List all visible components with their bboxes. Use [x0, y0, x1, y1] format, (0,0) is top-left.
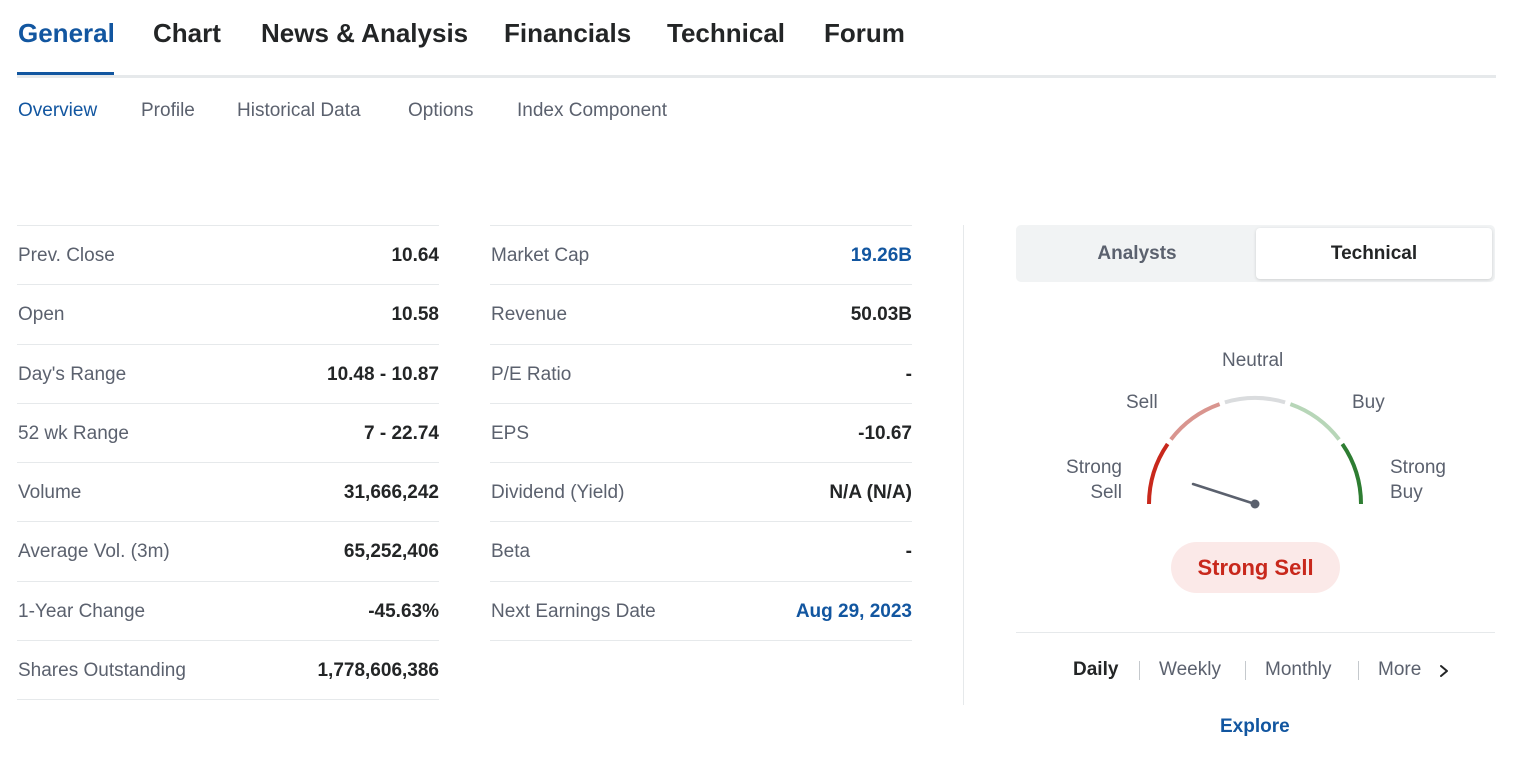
stat-label: Open — [18, 304, 65, 326]
stat-label: Average Vol. (3m) — [18, 541, 170, 563]
explore-link[interactable]: Explore — [1220, 716, 1290, 737]
stat-value: N/A (N/A) — [829, 482, 912, 504]
stat-row-days-range: Day's Range 10.48 - 10.87 — [17, 345, 439, 404]
stat-label: Volume — [18, 482, 82, 504]
subtab-options[interactable]: Options — [408, 100, 474, 121]
stat-row-dividend-yield: Dividend (Yield) N/A (N/A) — [490, 463, 912, 523]
main-tab-bar: General Chart News & Analysis Financials… — [17, 0, 1496, 78]
stat-value: - — [905, 363, 912, 385]
stat-label: Beta — [491, 541, 531, 563]
stats-table-left: Prev. Close 10.64 Open 10.58 Day's Range… — [17, 225, 439, 701]
market-cap-link[interactable]: 19.26B — [850, 245, 912, 266]
tab-general[interactable]: General — [18, 18, 115, 48]
stat-value: 10.48 - 10.87 — [327, 363, 439, 385]
tab-chart[interactable]: Chart — [153, 18, 221, 48]
chevron-right-icon[interactable] — [1438, 664, 1450, 678]
period-separator — [1139, 661, 1140, 680]
period-daily[interactable]: Daily — [1073, 659, 1119, 680]
stat-row-volume: Volume 31,666,242 — [17, 463, 439, 523]
stat-row-next-earnings-date: Next Earnings Date Aug 29, 2023 — [490, 582, 912, 642]
stat-row-52wk-range: 52 wk Range 7 - 22.74 — [17, 404, 439, 464]
gauge-label-strong-sell-line2: Sell — [1090, 482, 1122, 503]
gauge-label-strong-sell: Strong Sell — [1060, 455, 1122, 505]
gauge-arc-strong-buy — [1340, 442, 1363, 505]
period-monthly[interactable]: Monthly — [1265, 659, 1332, 680]
stat-label: Revenue — [491, 304, 568, 326]
tab-forum[interactable]: Forum — [824, 18, 905, 48]
stat-value: 10.64 — [391, 245, 439, 266]
stat-value: 1,778,606,386 — [317, 660, 439, 682]
stat-row-shares-outstanding: Shares Outstanding 1,778,606,386 — [17, 641, 439, 701]
stat-label: EPS — [491, 422, 530, 444]
stat-value: 31,666,242 — [343, 482, 439, 504]
gauge-arc-neutral — [1224, 396, 1286, 405]
stats-table-right: Market Cap 19.26B Revenue 50.03B P/E Rat… — [490, 225, 912, 642]
tab-technical[interactable]: Technical — [667, 18, 786, 48]
technical-verdict-badge: Strong Sell — [1171, 542, 1340, 593]
stat-label: Dividend (Yield) — [491, 482, 625, 504]
stat-value: -45.63% — [368, 600, 439, 622]
subtab-index-component[interactable]: Index Component — [517, 100, 667, 121]
stat-row-market-cap: Market Cap 19.26B — [490, 226, 912, 286]
stat-row-1-year-change: 1-Year Change -45.63% — [17, 582, 439, 642]
period-separator — [1358, 661, 1359, 680]
gauge-label-strong-buy-line2: Buy — [1390, 482, 1423, 503]
stat-value: 7 - 22.74 — [364, 422, 439, 444]
subtab-profile[interactable]: Profile — [141, 100, 195, 121]
stat-value: 50.03B — [850, 304, 912, 326]
tab-news-analysis[interactable]: News & Analysis — [261, 18, 469, 48]
stat-label: Market Cap — [491, 245, 590, 266]
stat-label: Prev. Close — [18, 245, 115, 266]
subtab-historical-data[interactable]: Historical Data — [237, 100, 361, 121]
gauge-label-strong-sell-line1: Strong — [1066, 457, 1122, 478]
stat-row-prev-close: Prev. Close 10.64 — [17, 226, 439, 286]
period-divider — [1016, 632, 1495, 633]
next-earnings-date-link[interactable]: Aug 29, 2023 — [795, 600, 912, 622]
stat-label: P/E Ratio — [491, 363, 572, 385]
stat-label: 1-Year Change — [18, 600, 146, 622]
column-divider — [963, 225, 964, 705]
subtab-overview[interactable]: Overview — [18, 100, 98, 121]
gauge-label-buy: Buy — [1352, 392, 1385, 413]
stat-value: - — [905, 541, 912, 563]
stat-label: 52 wk Range — [18, 422, 129, 444]
gauge-needle-hub — [1250, 499, 1260, 509]
gauge-label-sell: Sell — [1126, 392, 1158, 413]
stat-row-beta: Beta - — [490, 522, 912, 582]
stat-row-open: Open 10.58 — [17, 285, 439, 345]
active-tab-underline — [17, 72, 114, 75]
sentiment-toggle: Analysts Technical — [1016, 225, 1495, 282]
stat-label: Day's Range — [18, 363, 127, 385]
period-separator — [1245, 661, 1246, 680]
period-more[interactable]: More — [1378, 659, 1422, 680]
stat-row-revenue: Revenue 50.03B — [490, 285, 912, 345]
stat-row-average-volume: Average Vol. (3m) 65,252,406 — [17, 522, 439, 582]
period-weekly[interactable]: Weekly — [1159, 659, 1221, 680]
stat-value: -10.67 — [858, 422, 912, 444]
gauge-label-strong-buy-line1: Strong — [1390, 457, 1446, 478]
stat-label: Shares Outstanding — [18, 660, 186, 682]
stat-value: 65,252,406 — [343, 541, 439, 563]
gauge-label-neutral: Neutral — [1222, 350, 1284, 371]
gauge-arc-buy — [1289, 402, 1341, 441]
stat-label: Next Earnings Date — [491, 600, 656, 622]
stat-row-pe-ratio: P/E Ratio - — [490, 345, 912, 404]
analysts-toggle-button[interactable]: Analysts — [1097, 243, 1177, 264]
stat-value: 10.58 — [391, 304, 439, 326]
gauge-label-strong-buy: Strong Buy — [1390, 455, 1460, 505]
technical-toggle-button[interactable]: Technical — [1256, 228, 1492, 279]
gauge-needle — [1191, 482, 1257, 506]
gauge-arc-strong-sell — [1147, 442, 1170, 505]
stat-row-eps: EPS -10.67 — [490, 404, 912, 464]
gauge-arc-sell — [1169, 402, 1221, 441]
tab-financials[interactable]: Financials — [504, 18, 632, 48]
sentiment-gauge — [1147, 396, 1363, 509]
